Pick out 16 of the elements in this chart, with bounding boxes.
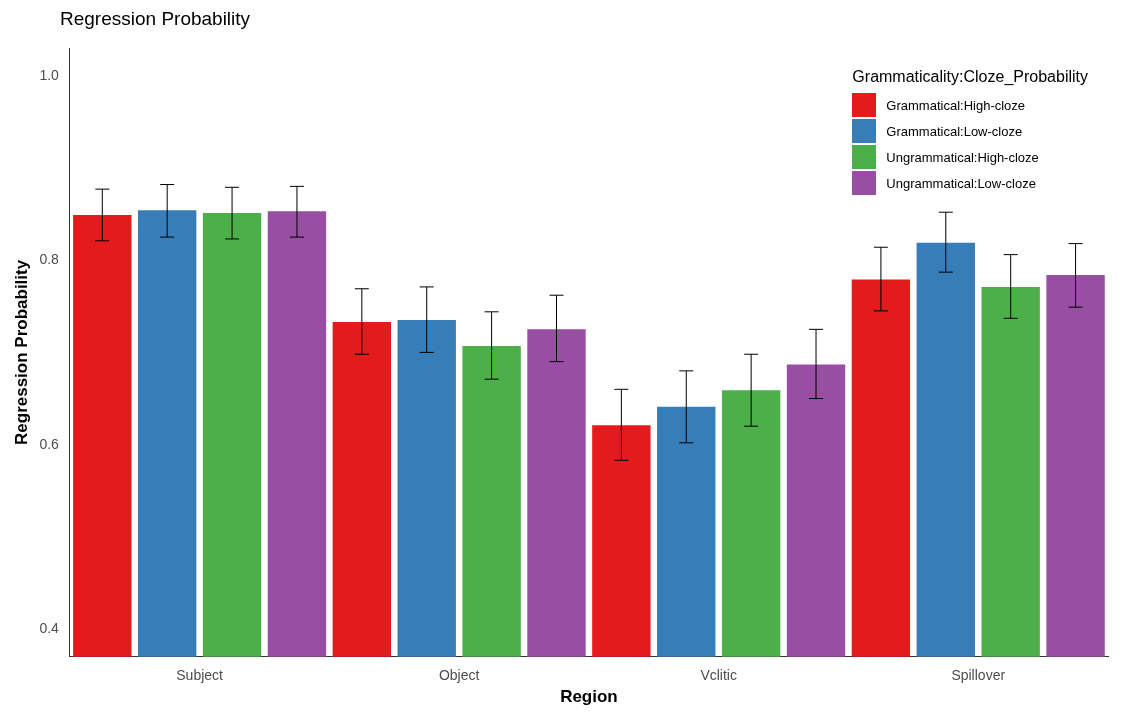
y-tick-label: 0.4 [39,619,60,636]
legend-label: Ungrammatical:High-cloze [886,149,1039,165]
x-tick-label: Spillover [951,667,1006,684]
y-axis-title: Regression Probability [11,259,31,445]
x-axis-title: Region [560,687,618,707]
legend-title: Grammaticality:Cloze_Probability [852,68,1088,86]
x-tick-label: Object [438,667,480,684]
x-tick-label: Subject [176,667,224,684]
x-tick-label: Vclitic [700,667,737,684]
legend-label: Grammatical:High-cloze [886,97,1026,113]
legend-label: Grammatical:Low-cloze [886,123,1023,139]
chart-title: Regression Probability [60,8,251,30]
y-tick-label: 0.6 [39,435,60,452]
legend-label: Ungrammatical:Low-cloze [886,175,1036,191]
y-tick-label: 0.8 [39,251,60,268]
y-tick-label: 1.0 [39,66,60,83]
